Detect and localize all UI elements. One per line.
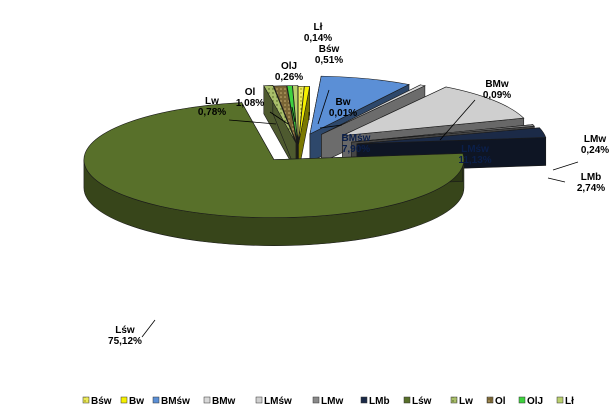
legend-item-OlJ: OlJ <box>518 396 543 407</box>
data-label-Lśw: Lśw 75,12% <box>108 325 142 347</box>
legend-label: LMb <box>369 396 390 407</box>
leader-line-OlJ <box>291 106 296 123</box>
legend-label: LMśw <box>264 396 292 407</box>
legend-item-LMb: LMb <box>360 396 390 407</box>
data-label-LMb: LMb 2,74% <box>577 172 605 194</box>
legend: Bśw Bw BMśw BMw LMśw LMw LMb Lśw Lw Ol OlJ Lł <box>82 396 574 407</box>
data-label-Bw: Bw 0,01% <box>329 97 357 119</box>
legend-item-Lł: Lł <box>556 396 574 407</box>
legend-label: Bw <box>129 396 144 407</box>
leader-line-BMw <box>439 99 476 141</box>
data-label-Lw: Lw 0,78% <box>198 96 226 118</box>
legend-label: Lł <box>565 396 574 407</box>
data-label-Lł: Lł 0,14% <box>304 22 332 44</box>
leader-line-Bw <box>319 124 343 129</box>
data-label-Ol: Ol 1,08% <box>236 87 264 109</box>
legend-swatch <box>518 396 526 404</box>
legend-label: Lśw <box>412 396 432 407</box>
leader-line-Lśw <box>141 319 156 338</box>
legend-swatch <box>152 396 160 404</box>
leader-line-LMw <box>552 161 579 171</box>
data-label-BMśw: BMśw 7,90% <box>342 133 371 155</box>
legend-swatch <box>120 396 128 404</box>
leader-line-Lw <box>228 119 277 125</box>
legend-item-LMw: LMw <box>312 396 343 407</box>
legend-swatch <box>556 396 564 404</box>
legend-swatch <box>486 396 494 404</box>
legend-swatch <box>360 396 368 404</box>
slice-Lśw <box>83 101 465 246</box>
legend-swatch <box>403 396 411 404</box>
pie-slices <box>83 75 547 246</box>
legend-item-Lw: Lw <box>450 396 473 407</box>
legend-item-LMśw: LMśw <box>255 396 292 407</box>
data-label-LMśw: LMśw 11,13% <box>458 144 491 166</box>
data-label-BMw: BMw 0,09% <box>483 79 511 101</box>
data-label-LMw: LMw 0,24% <box>581 134 609 156</box>
legend-item-Bw: Bw <box>120 396 144 407</box>
data-label-Bśw: Bśw 0,51% <box>315 44 343 66</box>
legend-swatch <box>312 396 320 404</box>
legend-swatch <box>203 396 211 404</box>
legend-swatch <box>82 396 90 404</box>
legend-label: BMw <box>212 396 236 407</box>
legend-label: Lw <box>459 396 473 407</box>
slice-Bw <box>298 86 311 173</box>
leader-line-Ol <box>269 111 289 125</box>
data-label-OlJ: OlJ 0,26% <box>275 61 303 83</box>
leader-line-LMb <box>547 177 566 183</box>
legend-label: Ol <box>495 396 506 407</box>
legend-label: BMśw <box>161 396 190 407</box>
legend-item-BMśw: BMśw <box>152 396 190 407</box>
legend-label: Bśw <box>91 396 112 407</box>
legend-item-BMw: BMw <box>203 396 236 407</box>
legend-swatch <box>450 396 458 404</box>
legend-label: LMw <box>321 396 343 407</box>
legend-item-Ol: Ol <box>486 396 506 407</box>
leader-line-Bśw <box>317 89 330 125</box>
legend-item-Bśw: Bśw <box>82 396 112 407</box>
legend-item-Lśw: Lśw <box>403 396 432 407</box>
legend-swatch <box>255 396 263 404</box>
data-labels: Bśw 0,51% Bw 0,01% BMśw 7,90% BMw 0,09% LMśw 11,1… <box>108 22 609 347</box>
legend-label: OlJ <box>527 396 543 407</box>
